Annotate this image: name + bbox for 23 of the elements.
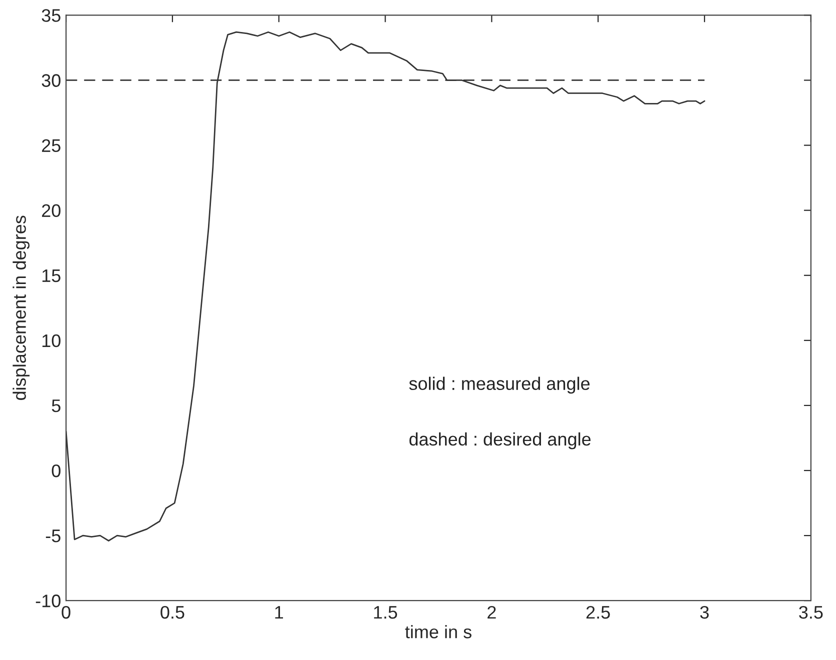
y-tick-label: -10 xyxy=(36,594,60,608)
annotation: dashed : desired angle xyxy=(409,432,591,450)
x-tick-label: 0 xyxy=(62,606,70,619)
x-tick-label: 2 xyxy=(488,606,496,619)
x-tick-label: 2.5 xyxy=(586,606,610,619)
y-tick-label: 30 xyxy=(42,74,60,87)
x-tick-label: 3 xyxy=(700,606,709,619)
y-tick-label: 15 xyxy=(42,269,60,282)
x-tick-label: 1 xyxy=(275,606,284,619)
annotation: solid : measured angle xyxy=(409,376,590,394)
y-tick-label: 0 xyxy=(52,464,60,478)
y-axis-title: displacement in degres xyxy=(12,216,30,400)
x-tick-label: 3.5 xyxy=(799,606,823,619)
y-tick-label: 35 xyxy=(42,9,60,22)
y-tick-label: 10 xyxy=(42,334,60,348)
y-tick-label: 25 xyxy=(42,139,60,152)
y-tick-label: 20 xyxy=(42,204,60,218)
y-tick-label: -5 xyxy=(46,530,60,542)
x-tick-label: 0.5 xyxy=(160,606,184,619)
x-axis-title: time in s xyxy=(405,625,472,638)
line-series xyxy=(66,31,706,542)
x-tick-label: 1.5 xyxy=(374,606,398,619)
y-tick-label: 5 xyxy=(52,400,60,412)
